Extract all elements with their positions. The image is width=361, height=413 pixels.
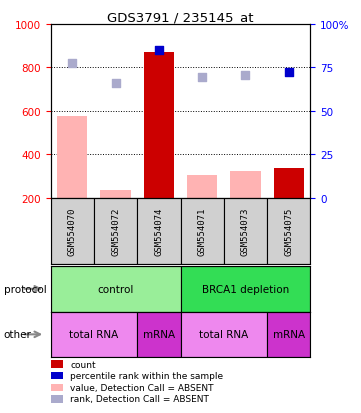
Text: GSM554071: GSM554071: [198, 207, 206, 255]
Text: GSM554075: GSM554075: [284, 207, 293, 255]
Text: total RNA: total RNA: [199, 330, 248, 339]
Text: total RNA: total RNA: [69, 330, 118, 339]
Text: rank, Detection Call = ABSENT: rank, Detection Call = ABSENT: [70, 394, 209, 404]
Text: percentile rank within the sample: percentile rank within the sample: [70, 371, 223, 380]
Bar: [51, 198, 94, 264]
Bar: [267, 312, 310, 357]
Text: protocol: protocol: [4, 284, 46, 294]
Bar: [230, 171, 261, 198]
Point: [286, 69, 292, 76]
Bar: [51, 312, 137, 357]
Text: GSM554074: GSM554074: [155, 207, 163, 255]
Bar: [274, 169, 304, 198]
Bar: [180, 266, 310, 312]
Text: control: control: [97, 284, 134, 294]
Point: [243, 72, 248, 79]
Bar: [224, 198, 267, 264]
Text: value, Detection Call = ABSENT: value, Detection Call = ABSENT: [70, 383, 214, 392]
Point: [199, 75, 205, 81]
Bar: [100, 191, 131, 198]
Point: [113, 80, 118, 87]
Text: BRCA1 depletion: BRCA1 depletion: [202, 284, 289, 294]
Bar: [144, 53, 174, 198]
Bar: [274, 169, 304, 198]
Text: count: count: [70, 360, 96, 369]
Bar: [267, 198, 310, 264]
Bar: [137, 198, 180, 264]
Bar: [180, 312, 267, 357]
Bar: [180, 198, 224, 264]
Bar: [57, 117, 87, 198]
Text: other: other: [4, 330, 31, 339]
Text: GSM554070: GSM554070: [68, 207, 77, 255]
Point: [69, 61, 75, 67]
Bar: [187, 176, 217, 198]
Text: GSM554072: GSM554072: [111, 207, 120, 255]
Text: GSM554073: GSM554073: [241, 207, 250, 255]
Text: mRNA: mRNA: [143, 330, 175, 339]
Point: [156, 47, 162, 54]
Title: GDS3791 / 235145_at: GDS3791 / 235145_at: [107, 11, 254, 24]
Bar: [94, 198, 137, 264]
Bar: [144, 53, 174, 198]
Bar: [51, 266, 180, 312]
Bar: [137, 312, 180, 357]
Text: mRNA: mRNA: [273, 330, 305, 339]
